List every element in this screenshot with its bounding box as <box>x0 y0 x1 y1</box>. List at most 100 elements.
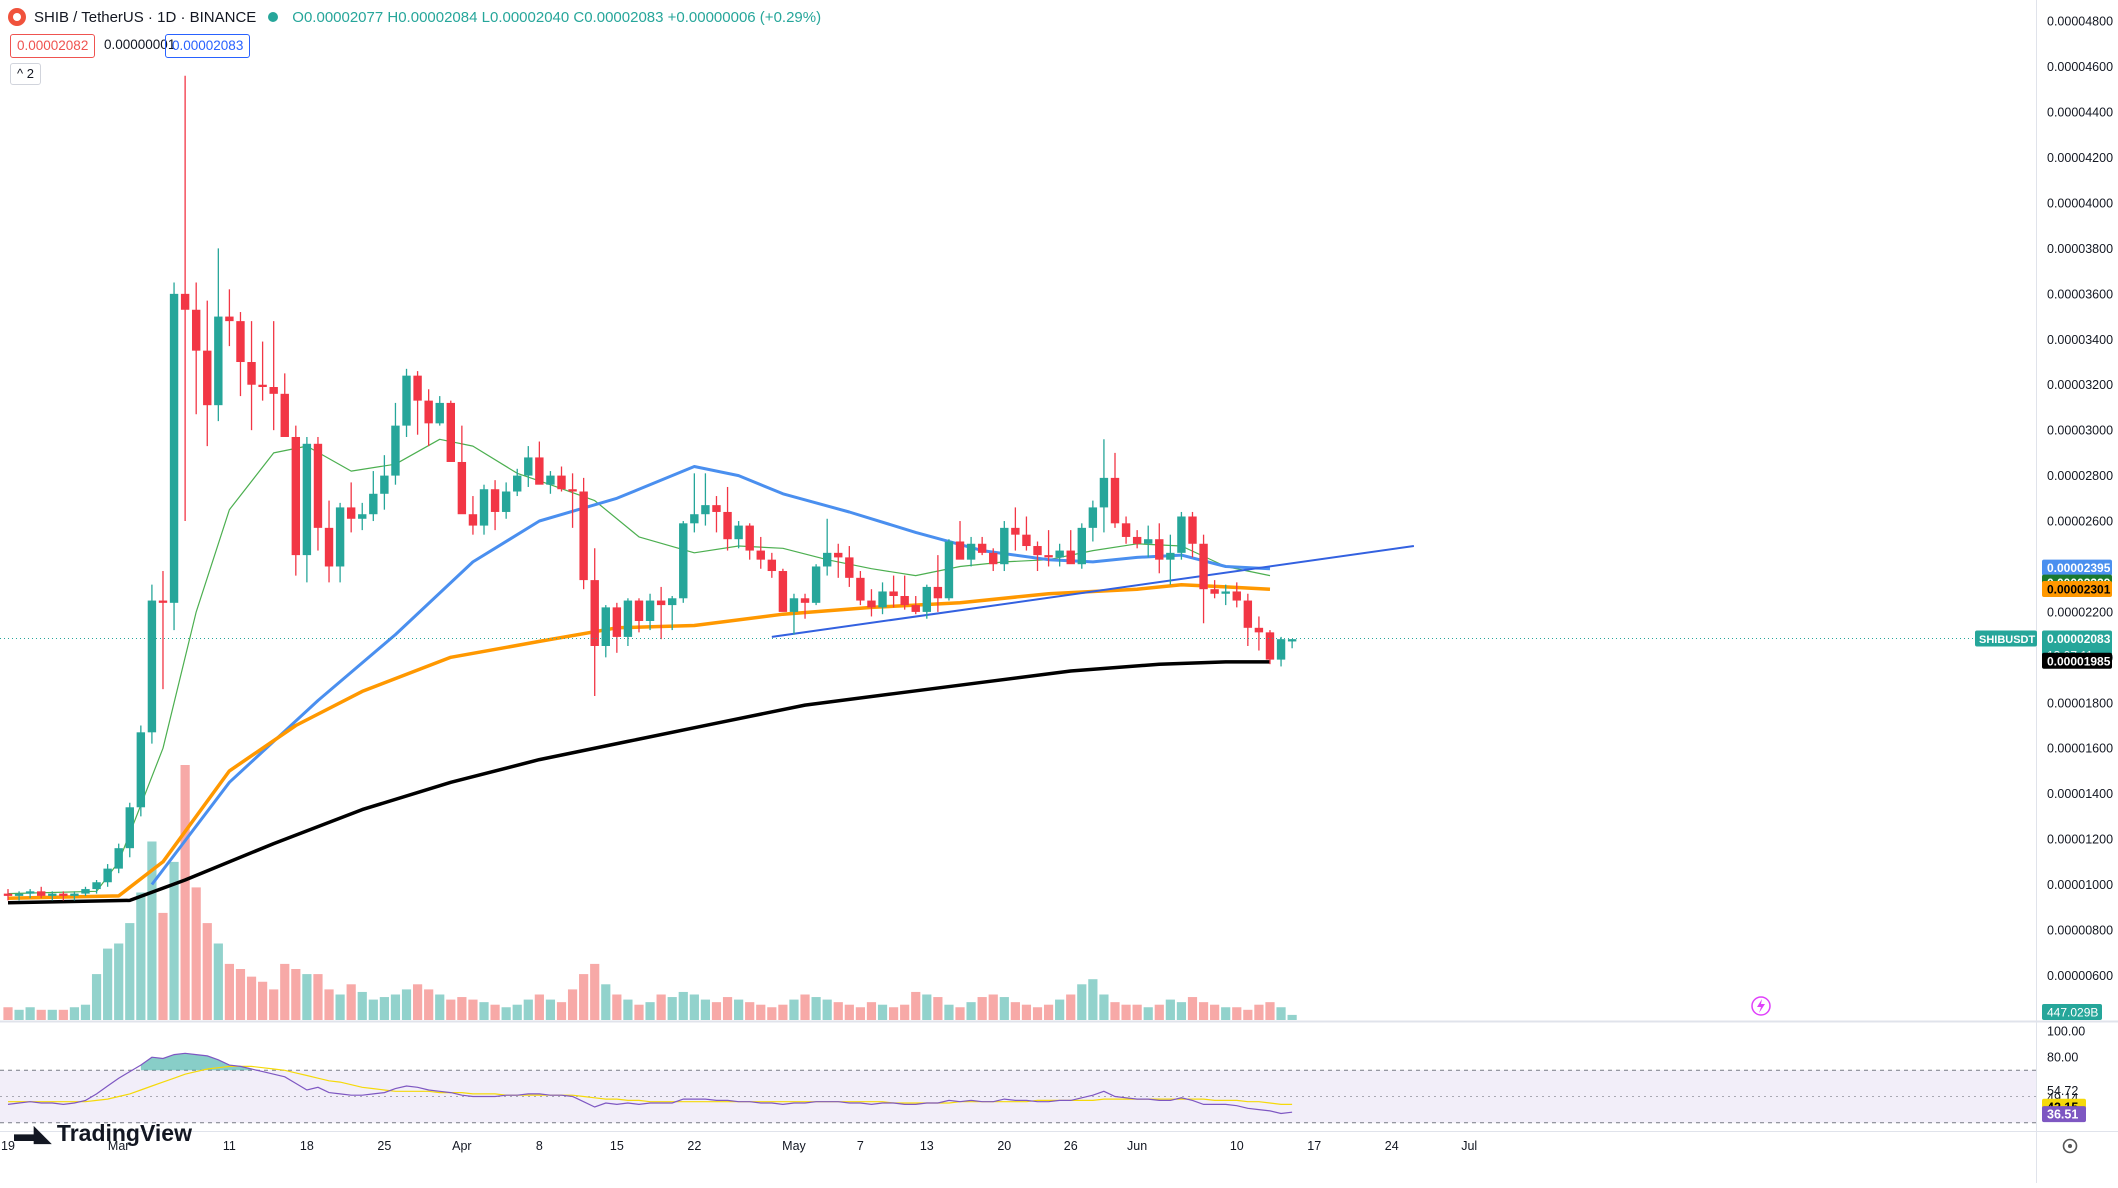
candle[interactable] <box>822 518 832 576</box>
candle[interactable] <box>479 484 489 535</box>
volume-bar[interactable] <box>125 923 135 1020</box>
candle[interactable] <box>845 546 854 587</box>
candle[interactable] <box>1265 630 1275 665</box>
candle[interactable] <box>789 593 799 635</box>
volume-bar[interactable] <box>25 1007 35 1020</box>
volume-bar[interactable] <box>556 1002 567 1020</box>
candle[interactable] <box>966 536 976 567</box>
volume-bar[interactable] <box>623 999 633 1020</box>
moving-average-sma-200[interactable] <box>7 660 1270 905</box>
candle[interactable] <box>1132 530 1142 549</box>
volume-bar[interactable] <box>933 997 943 1020</box>
candle[interactable] <box>247 321 256 431</box>
volume-bar[interactable] <box>545 999 556 1020</box>
candle[interactable] <box>900 575 909 610</box>
candle[interactable] <box>756 536 765 569</box>
volume-bar[interactable] <box>235 969 246 1020</box>
candle[interactable] <box>1254 616 1264 651</box>
volume-bar[interactable] <box>324 989 334 1020</box>
candle[interactable] <box>955 521 965 560</box>
volume-bar[interactable] <box>269 989 279 1020</box>
candle[interactable] <box>92 879 101 894</box>
candle[interactable] <box>1188 511 1197 558</box>
candle[interactable] <box>590 548 599 696</box>
candle[interactable] <box>214 248 223 422</box>
candle[interactable] <box>778 568 788 612</box>
volume-bar[interactable] <box>866 1002 877 1020</box>
volume-bar[interactable] <box>512 1004 522 1020</box>
candle[interactable] <box>225 289 234 347</box>
candle[interactable] <box>679 521 688 603</box>
volume-bar[interactable] <box>457 997 467 1020</box>
volume-bar[interactable] <box>103 948 113 1020</box>
candle[interactable] <box>1077 523 1086 569</box>
volume-bar[interactable] <box>767 1007 777 1020</box>
volume-bar[interactable] <box>833 1002 843 1020</box>
volume-bar[interactable] <box>889 1007 899 1020</box>
candle[interactable] <box>114 843 123 874</box>
candle[interactable] <box>424 389 433 447</box>
candle[interactable] <box>103 864 112 887</box>
volume-bar[interactable] <box>412 984 423 1020</box>
volume-bar[interactable] <box>1187 997 1198 1020</box>
volume-bar[interactable] <box>955 1007 965 1020</box>
candle[interactable] <box>324 500 334 583</box>
moving-average-sma-20[interactable] <box>7 438 1271 895</box>
candle[interactable] <box>1033 541 1042 572</box>
candle[interactable] <box>280 373 289 437</box>
candle[interactable] <box>1155 523 1164 574</box>
volume-bar[interactable] <box>700 999 711 1020</box>
volume-bar[interactable] <box>977 997 987 1020</box>
volume-bar[interactable] <box>202 923 212 1020</box>
volume-bar[interactable] <box>789 999 799 1020</box>
volume-bar[interactable] <box>1032 1007 1043 1020</box>
volume-bar[interactable] <box>1276 1007 1286 1020</box>
candle[interactable] <box>369 471 378 522</box>
candle[interactable] <box>668 596 677 631</box>
volume-bar[interactable] <box>1265 1002 1275 1020</box>
candle[interactable] <box>1044 530 1053 567</box>
candle[interactable] <box>70 891 79 901</box>
volume-bar[interactable] <box>656 994 666 1021</box>
volume-bar[interactable] <box>1043 1004 1054 1020</box>
volume-bar[interactable] <box>999 997 1009 1020</box>
volume-bar[interactable] <box>1287 1014 1297 1020</box>
volume-bar[interactable] <box>1132 1004 1142 1020</box>
volume-bar[interactable] <box>58 1009 68 1020</box>
candle[interactable] <box>136 725 146 817</box>
volume-bar[interactable] <box>822 999 832 1020</box>
volume-bar[interactable] <box>3 1007 13 1020</box>
volume-bar[interactable] <box>1176 1002 1187 1020</box>
candle[interactable] <box>25 889 35 899</box>
volume-bar[interactable] <box>1055 999 1065 1020</box>
candle[interactable] <box>745 523 754 560</box>
moving-average-sma-50[interactable] <box>150 465 1271 886</box>
volume-bar[interactable] <box>811 997 821 1020</box>
volume-bar[interactable] <box>280 963 290 1020</box>
candle[interactable] <box>147 584 157 744</box>
candle[interactable] <box>712 496 721 533</box>
volume-bar[interactable] <box>313 974 323 1020</box>
candle[interactable] <box>1210 580 1219 599</box>
volume-bar[interactable] <box>1099 994 1109 1021</box>
candle[interactable] <box>1199 534 1208 624</box>
volume-bar[interactable] <box>36 1009 46 1020</box>
volume-bar[interactable] <box>877 1004 888 1020</box>
symbol-title[interactable]: SHIB / TetherUS · 1D · BINANCE <box>34 8 257 26</box>
candle[interactable] <box>48 891 57 901</box>
candle[interactable] <box>446 400 455 462</box>
volume-bar[interactable] <box>634 1004 644 1020</box>
volume-bar[interactable] <box>191 887 201 1020</box>
volume-bar[interactable] <box>1088 979 1098 1020</box>
candle[interactable] <box>701 473 710 526</box>
time-axis[interactable]: 19 Mar 11 18 25 Apr 8 15 22 May 7 13 20 26 Jun 10 17 24 Ju… <box>1 1139 1477 1153</box>
moving-average-sma-100[interactable] <box>7 582 1271 900</box>
volume-bar[interactable] <box>1121 1004 1131 1020</box>
volume-bar[interactable] <box>114 943 124 1021</box>
candle[interactable] <box>878 582 887 615</box>
candle[interactable] <box>413 371 422 435</box>
candle[interactable] <box>767 552 777 578</box>
candle[interactable] <box>335 502 345 583</box>
candle[interactable] <box>1000 521 1009 572</box>
